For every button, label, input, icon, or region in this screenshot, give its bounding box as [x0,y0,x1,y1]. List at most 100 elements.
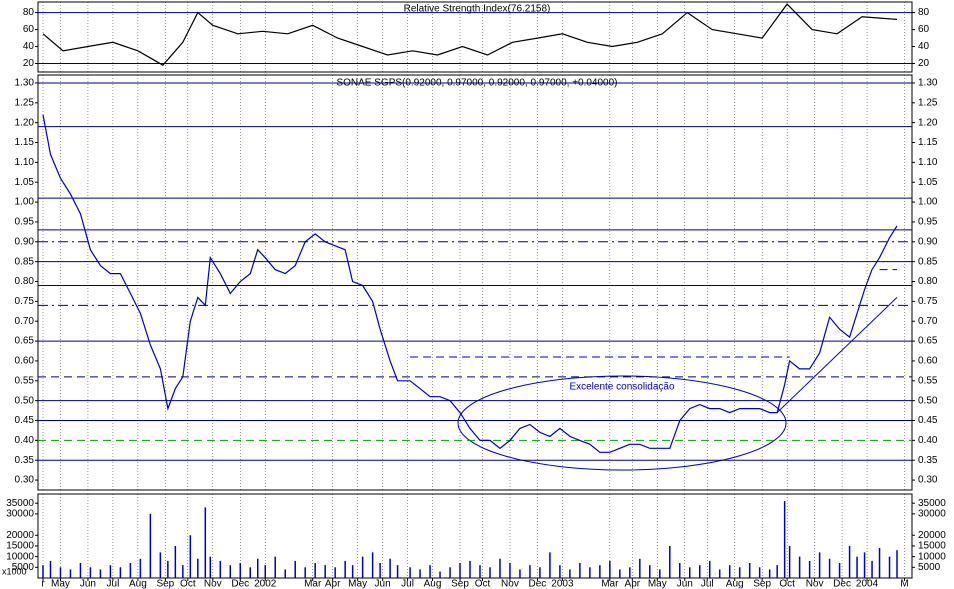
x-tick-label: Jun [80,579,96,589]
y-tick-label: 0.95 [15,217,35,228]
y-tick-label-right: 30000 [918,509,946,520]
y-tick-label-right: 0.35 [918,455,938,466]
consolidation-ellipse [457,375,787,471]
y-tick-label-right: 20 [918,58,930,69]
x-tick-label: Aug [129,579,147,589]
y-tick-label-right: 0.75 [918,296,938,307]
y-tick-label: 0.65 [15,336,35,347]
y-tick-label: 0.35 [15,455,35,466]
y-tick-label: 40 [23,41,35,52]
y-tick-label-right: 0.85 [918,256,938,267]
x-tick-label: May [348,579,367,589]
series-line [42,3,898,66]
y-tick-label-right: 1.20 [918,117,938,128]
y-tick-label-right: 0.60 [918,356,938,367]
y-tick-label: 80 [23,7,35,18]
y-tick-label: 1.25 [15,97,35,108]
y-tick-label-right: 10000 [918,551,946,562]
x-tick-label: Mar [601,579,619,589]
y-tick-label: 0.45 [15,415,35,426]
x-tick-label: Jun [677,579,693,589]
x-tick-label: Apr [625,579,641,589]
y-tick-label: 0.85 [15,256,35,267]
y-tick-label-right: 20000 [918,530,946,541]
y-tick-label: 20 [23,58,35,69]
x-tick-label: Oct [779,579,795,589]
y-tick-label: 1.30 [15,78,35,89]
y-tick-label-right: 5000 [918,562,941,573]
y-tick-label: 5000 [12,562,35,573]
y-tick-label-right: 0.90 [918,236,938,247]
y-tick-label-right: 1.00 [918,197,938,208]
x-tick-label: Dec [833,579,851,589]
x-tick-label: r [41,579,45,589]
x-tick-label: Dec [529,579,547,589]
x-tick-label: Dec [231,579,249,589]
y-tick-label-right: 35000 [918,498,946,509]
y-tick-label: 15000 [6,541,34,552]
x-tick-label: 2004 [856,579,879,589]
x-tick-label: Jun [375,579,391,589]
trend-line [776,297,898,413]
x-tick-label: Oct [180,579,196,589]
y-tick-label: 60 [23,24,35,35]
y-tick-label: 0.75 [15,296,35,307]
y-tick-label-right: 80 [918,7,930,18]
x-tick-label: Nov [204,579,222,589]
volume-unit: x1000 [2,566,27,576]
x-tick-label: May [51,579,70,589]
y-tick-label: 1.00 [15,197,35,208]
y-tick-label-right: 0.95 [918,217,938,228]
y-tick-label-right: 40 [918,41,930,52]
x-tick-label: 2002 [254,579,277,589]
x-tick-label: Oct [475,579,491,589]
x-tick-label: Mar [304,579,322,589]
x-tick-label: Sep [156,579,174,589]
x-tick-label: Apr [325,579,341,589]
volume-frame [37,493,913,579]
x-tick-label: Sep [753,579,771,589]
y-tick-label: 0.70 [15,316,35,327]
y-tick-label: 10000 [6,551,34,562]
x-tick-label: Sep [451,579,469,589]
x-tick-label: Jul [701,579,714,589]
x-tick-label: M [900,579,908,589]
y-tick-label: 0.30 [15,475,35,486]
x-tick-label: Aug [726,579,744,589]
y-tick-label-right: 15000 [918,541,946,552]
y-tick-label-right: 0.65 [918,336,938,347]
y-tick-label: 0.60 [15,356,35,367]
x-tick-label: Jul [107,579,120,589]
y-tick-label-right: 0.55 [918,375,938,386]
x-tick-label: 2003 [551,579,574,589]
y-tick-label: 0.90 [15,236,35,247]
y-tick-label-right: 0.30 [918,475,938,486]
y-tick-label: 1.05 [15,177,35,188]
y-tick-label-right: 0.45 [918,415,938,426]
x-tick-label: Nov [806,579,824,589]
y-tick-label-right: 1.05 [918,177,938,188]
y-tick-label-right: 0.50 [918,395,938,406]
y-tick-label-right: 1.25 [918,97,938,108]
y-tick-label: 20000 [6,530,34,541]
series-line [42,114,898,453]
y-tick-label-right: 0.70 [918,316,938,327]
x-tick-label: Nov [501,579,519,589]
x-tick-label: Jul [401,579,414,589]
x-tick-label: Aug [424,579,442,589]
y-tick-label-right: 1.15 [918,137,938,148]
y-tick-label: 0.80 [15,276,35,287]
y-tick-label-right: 60 [918,24,930,35]
y-tick-label: 1.15 [15,137,35,148]
annotation: Excelente consolidação [569,382,675,393]
y-tick-label: 0.55 [15,375,35,386]
y-tick-label: 0.50 [15,395,35,406]
y-tick-label-right: 0.40 [918,435,938,446]
y-tick-label: 1.10 [15,157,35,168]
y-tick-label-right: 1.10 [918,157,938,168]
y-tick-label-right: 1.30 [918,78,938,89]
y-tick-label: 30000 [6,509,34,520]
y-tick-label: 35000 [6,498,34,509]
